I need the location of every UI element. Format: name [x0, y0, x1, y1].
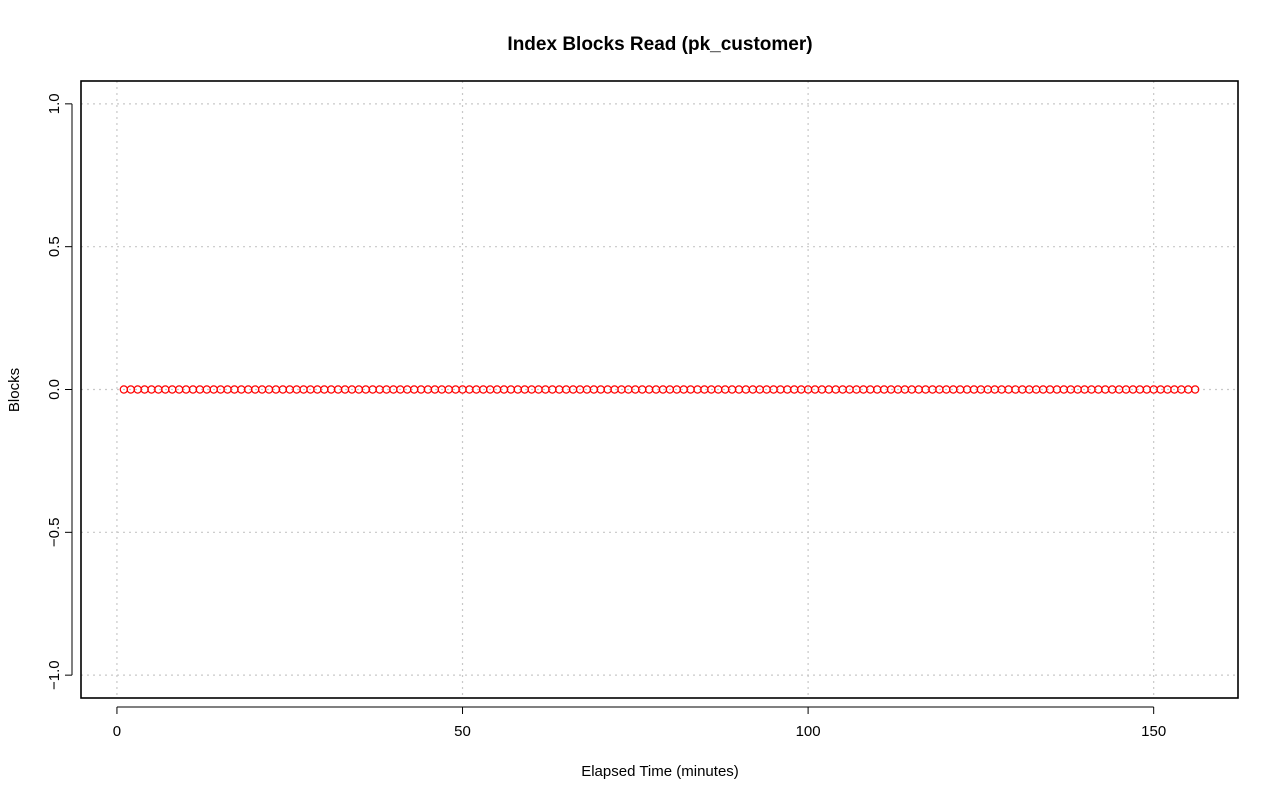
- x-tick-label-0: 0: [113, 723, 121, 740]
- data-point: [1039, 386, 1046, 393]
- data-point: [521, 386, 528, 393]
- data-point: [383, 386, 390, 393]
- y-tick-label-4: 1.0: [46, 93, 63, 114]
- data-point: [749, 386, 756, 393]
- data-point: [860, 386, 867, 393]
- y-axis: −1.0 −0.5 0.0 0.5 1.0: [46, 93, 72, 690]
- chart-title: Index Blocks Read (pk_customer): [507, 34, 812, 55]
- data-point: [493, 386, 500, 393]
- data-point: [314, 386, 321, 393]
- x-tick-label-2: 100: [796, 723, 821, 740]
- y-tick-label-1: −0.5: [46, 518, 63, 548]
- data-point: [632, 386, 639, 393]
- y-tick-label-3: 0.5: [46, 236, 63, 257]
- data-point: [293, 386, 300, 393]
- y-tick-label-0: −1.0: [46, 660, 63, 690]
- x-tick-label-1: 50: [454, 723, 471, 740]
- data-point: [811, 386, 818, 393]
- y-axis-label: Blocks: [6, 368, 23, 412]
- data-point: [722, 386, 729, 393]
- data-point: [950, 386, 957, 393]
- data-point: [203, 386, 210, 393]
- data-point: [659, 386, 666, 393]
- data-point: [431, 386, 438, 393]
- data-point: [1157, 386, 1164, 393]
- data-point: [839, 386, 846, 393]
- y-tick-label-2: 0.0: [46, 379, 63, 400]
- data-point: [611, 386, 618, 393]
- data-point: [1067, 386, 1074, 393]
- data-point: [404, 386, 411, 393]
- data-point: [1088, 386, 1095, 393]
- data-point: [929, 386, 936, 393]
- x-tick-label-3: 150: [1141, 723, 1166, 740]
- data-point: [542, 386, 549, 393]
- data-point: [977, 386, 984, 393]
- data-point: [176, 386, 183, 393]
- x-axis-label: Elapsed Time (minutes): [581, 763, 739, 780]
- data-point: [1178, 386, 1185, 393]
- x-axis: 0 50 100 150: [113, 707, 1166, 740]
